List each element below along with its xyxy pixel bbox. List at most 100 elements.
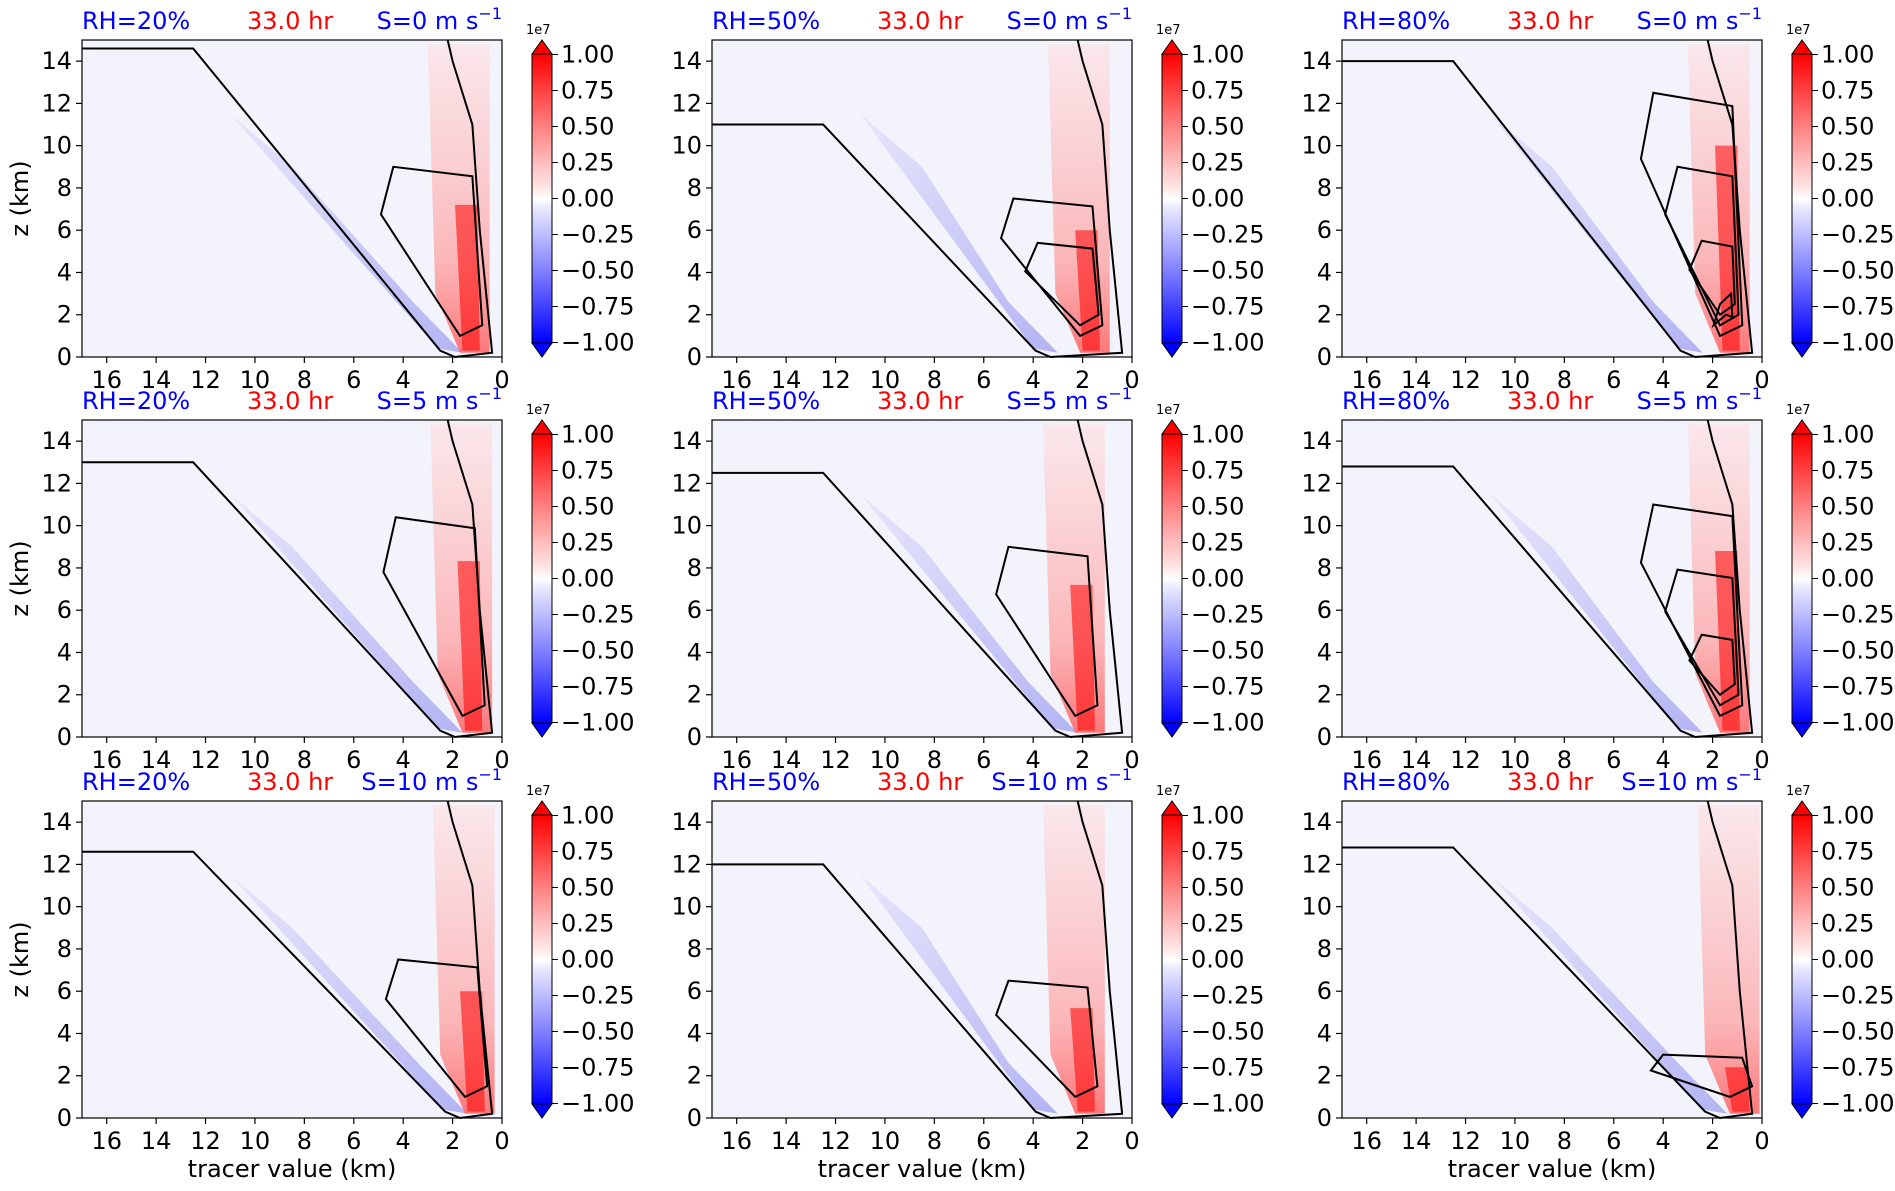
colorbar-tick-label: −0.25: [1821, 601, 1895, 629]
colorbar-tick-label: −0.75: [561, 293, 635, 321]
y-tick-label: 0: [57, 1104, 72, 1132]
y-tick-label: 12: [1301, 850, 1332, 878]
colorbar-tick-label: −0.75: [1821, 1054, 1895, 1082]
panel-shear-title: S=10 m s−1: [361, 765, 502, 796]
colorbar-tick-label: 1.00: [1191, 41, 1244, 69]
colorbar-tick-label: −0.25: [1821, 221, 1895, 249]
y-tick-label: 6: [687, 216, 702, 244]
y-tick-label: 4: [57, 258, 72, 286]
colorbar-tick-label: 0.25: [1821, 149, 1874, 177]
colorbar-extend-max: [1791, 39, 1813, 55]
x-tick-label: 8: [1557, 746, 1572, 774]
colorbar-tick-label: −0.50: [1191, 257, 1265, 285]
x-tick-label: 10: [870, 366, 901, 394]
x-tick-label: 0: [1754, 1127, 1769, 1155]
y-tick-label: 10: [671, 893, 702, 921]
inner-contour: [1639, 503, 1744, 718]
x-tick-label: 0: [494, 366, 509, 394]
colorbar-extend-min: [1791, 722, 1813, 738]
colorbar-tick-label: 0.50: [561, 493, 614, 521]
outer-contour: [82, 419, 494, 739]
x-tick-label: 8: [297, 366, 312, 394]
x-tick-label: 2: [1075, 1127, 1090, 1155]
y-tick-label: 14: [41, 427, 72, 455]
x-tick-label: 14: [1401, 366, 1432, 394]
panel-time-title: 33.0 hr: [1507, 768, 1593, 796]
y-tick-label: 6: [57, 216, 72, 244]
y-tick-label: 0: [57, 723, 72, 751]
y-tick-label: 4: [687, 258, 702, 286]
y-tick-label: 10: [1301, 512, 1332, 540]
x-tick-label: 10: [1500, 366, 1531, 394]
y-axis-label: z (km): [6, 540, 34, 616]
outer-contour: [712, 39, 1124, 359]
y-tick-label: 2: [687, 681, 702, 709]
plot-background: [1342, 801, 1762, 1118]
panel-4: 16 14 12 10 8 6 4 2 0 0 2 4 6 8 10 12 14 RH=20% 33.0 hr S=5…: [6, 384, 635, 774]
colorbar-tick-label: 0.25: [1821, 910, 1874, 938]
inner-contour: [379, 165, 484, 338]
inner-contour: [995, 545, 1099, 718]
y-tick-label: 10: [41, 893, 72, 921]
colorbar-tick-label: −0.75: [561, 1054, 635, 1082]
x-tick-label: 12: [1450, 1127, 1481, 1155]
colorbar-extend-min: [531, 1103, 553, 1119]
colorbar-tick-label: 1.00: [561, 802, 614, 830]
y-tick-label: 6: [1317, 977, 1332, 1005]
y-tick-label: 12: [41, 469, 72, 497]
negative-region: [1490, 113, 1703, 353]
x-axis-label: tracer value (km): [818, 1155, 1027, 1183]
axes-frame: [711, 39, 1133, 358]
x-tick-label: 4: [396, 366, 411, 394]
panel-2: 16 14 12 10 8 6 4 2 0 0 2 4 6 8 10 12 14 RH=50% 33.0 hr S=0…: [671, 4, 1264, 394]
colorbar-extend-max: [1161, 39, 1183, 55]
colorbar: [531, 53, 553, 344]
negative-region: [860, 493, 1078, 733]
colorbar-tick-label: 0.25: [561, 149, 614, 177]
colorbar-tick-label: −0.50: [1191, 1018, 1265, 1046]
y-axis-label: z (km): [6, 921, 34, 997]
colorbar-extend-min: [531, 342, 553, 358]
x-tick-label: 0: [1124, 366, 1139, 394]
colorbar-tick-label: −0.50: [1191, 637, 1265, 665]
x-tick-label: 4: [1656, 746, 1671, 774]
colorbar-tick-label: 0.75: [1821, 838, 1874, 866]
y-tick-label: 2: [687, 301, 702, 329]
y-tick-label: 8: [687, 174, 702, 202]
colorbar: [1161, 433, 1183, 724]
y-tick-label: 8: [1317, 174, 1332, 202]
colorbar-tick-label: 0.00: [1821, 565, 1874, 593]
x-tick-label: 14: [771, 746, 802, 774]
y-tick-label: 4: [1317, 638, 1332, 666]
y-tick-label: 12: [1301, 89, 1332, 117]
colorbar-tick-label: −0.50: [561, 257, 635, 285]
axes-frame: [1341, 39, 1763, 358]
colorbar-tick-label: −0.50: [561, 1018, 635, 1046]
inner-contour: [1664, 568, 1740, 707]
colorbar: [531, 814, 553, 1105]
colorbar-tick-label: 0.25: [1191, 149, 1244, 177]
x-tick-label: 10: [870, 1127, 901, 1155]
colorbar-tick-label: −0.25: [1191, 982, 1265, 1010]
x-tick-label: 4: [1656, 366, 1671, 394]
colorbar-tick-label: −0.75: [1191, 673, 1265, 701]
colorbar-tick-label: 1.00: [1821, 41, 1874, 69]
colorbar-extend-max: [1791, 800, 1813, 816]
colorbar-tick-label: −1.00: [1191, 1090, 1265, 1118]
y-tick-label: 6: [687, 596, 702, 624]
x-tick-label: 14: [141, 366, 172, 394]
x-tick-label: 10: [240, 1127, 271, 1155]
x-tick-label: 10: [240, 366, 271, 394]
panel-1: 16 14 12 10 8 6 4 2 0 0 2 4 6 8 10 12 14 RH=20% 33.0 hr S=0…: [6, 4, 635, 394]
x-tick-label: 4: [1026, 366, 1041, 394]
y-tick-label: 0: [57, 343, 72, 371]
x-tick-label: 8: [297, 746, 312, 774]
x-tick-label: 14: [1401, 1127, 1432, 1155]
y-tick-label: 14: [671, 427, 702, 455]
colorbar-extend-min: [1161, 722, 1183, 738]
colorbar-tick-label: 0.50: [1191, 113, 1244, 141]
x-tick-label: 0: [1124, 746, 1139, 774]
colorbar-multiplier: 1e7: [1786, 23, 1811, 38]
x-tick-label: 14: [771, 366, 802, 394]
x-tick-label: 12: [190, 1127, 221, 1155]
